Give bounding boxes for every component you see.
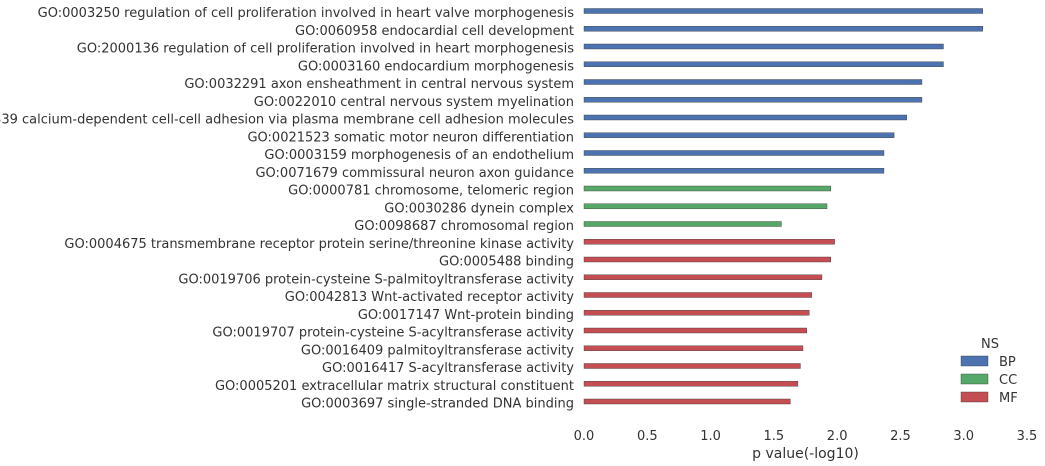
category-label: GO:0005488 binding: [439, 255, 574, 270]
category-label: GO:0021523 somatic motor neuron differen…: [247, 130, 574, 145]
category-label: GO:0000781 chromosome, telomeric region: [288, 184, 574, 199]
bar-bp: [583, 61, 944, 67]
legend-swatch-mf: [960, 391, 989, 403]
bar-cc: [583, 221, 782, 227]
category-label: GO:0003697 single-stranded DNA binding: [301, 397, 574, 412]
category-label: GO:0005201 extracellular matrix structur…: [215, 379, 574, 394]
bar-bp: [583, 43, 944, 50]
bar-mf: [583, 292, 813, 298]
bar-mf: [583, 398, 791, 405]
bar-mf: [583, 381, 799, 387]
bars: [583, 8, 983, 405]
bar-bp: [583, 97, 923, 103]
category-label: GO:0032291 axon ensheathment in central …: [184, 77, 574, 92]
bar-mf: [583, 327, 807, 334]
category-label: GO:0022010 central nervous system myelin…: [254, 95, 574, 110]
x-axis-title: p value(-log10): [752, 446, 859, 462]
category-label: GO:0071679 commissural neuron axon guida…: [255, 166, 574, 181]
category-label: GO:0016417 S-acyltransferase activity: [322, 361, 574, 376]
x-tick-label: 1.0: [700, 429, 721, 444]
legend: NS BP CC MF: [960, 337, 1018, 406]
bar-bp: [583, 26, 983, 32]
bar-mf: [583, 274, 823, 280]
legend-label-bp: BP: [999, 355, 1016, 370]
category-label: GO:0098687 chromosomal region: [354, 219, 574, 234]
category-label: GO:0030286 dynein complex: [384, 201, 574, 216]
bar-bp: [583, 132, 895, 138]
bar-bp: [583, 150, 885, 156]
x-tick-label: 2.0: [827, 429, 848, 444]
category-label: GO:0060958 endocardial cell development: [295, 24, 574, 39]
bar-bp: [583, 114, 907, 121]
bar-cc: [583, 185, 832, 192]
category-label: GO:0003160 endocardium morphogenesis: [298, 59, 574, 74]
x-tick-label: 3.0: [953, 429, 974, 444]
category-label: GO:0019707 protein-cysteine S-acyltransf…: [212, 326, 574, 341]
bar-bp: [583, 8, 983, 14]
x-tick-label: 2.5: [890, 429, 911, 444]
category-label: GO:0003250 regulation of cell proliferat…: [38, 6, 575, 21]
legend-swatch-bp: [960, 355, 989, 367]
bar-cc: [583, 203, 828, 209]
bar-mf: [583, 256, 832, 263]
category-label: GO:0004675 transmembrane receptor protei…: [64, 237, 574, 252]
legend-swatch-cc: [960, 373, 989, 385]
category-label: GO:0019706 protein-cysteine S-palmitoylt…: [178, 272, 574, 287]
category-label: GO:0016339 calcium-dependent cell-cell a…: [0, 113, 574, 128]
bar-bp: [583, 168, 885, 174]
x-tick-label: 1.5: [764, 429, 785, 444]
category-label: GO:0042813 Wnt-activated receptor activi…: [285, 290, 575, 305]
x-tick-label: 0.5: [637, 429, 658, 444]
category-label: GO:2000136 regulation of cell proliferat…: [77, 42, 574, 57]
bar-mf: [583, 363, 801, 369]
category-label: GO:0003159 morphogenesis of an endotheli…: [264, 148, 574, 163]
category-label: GO:0016409 palmitoyltransferase activity: [301, 343, 574, 358]
category-labels: GO:0003250 regulation of cell proliferat…: [0, 6, 574, 412]
x-tick-label: 3.5: [1017, 429, 1038, 444]
category-label: GO:0017147 Wnt-protein binding: [358, 308, 574, 323]
x-tick-label: 0.0: [574, 429, 595, 444]
bar-mf: [583, 239, 835, 245]
legend-label-mf: MF: [999, 391, 1018, 406]
bar-mf: [583, 310, 810, 316]
bar-bp: [583, 79, 923, 85]
legend-label-cc: CC: [999, 373, 1017, 388]
bar-mf: [583, 345, 804, 351]
legend-title: NS: [981, 337, 999, 352]
x-axis-ticks: 0.0 0.5 1.0 1.5 2.0 2.5 3.0 3.5: [574, 429, 1038, 444]
